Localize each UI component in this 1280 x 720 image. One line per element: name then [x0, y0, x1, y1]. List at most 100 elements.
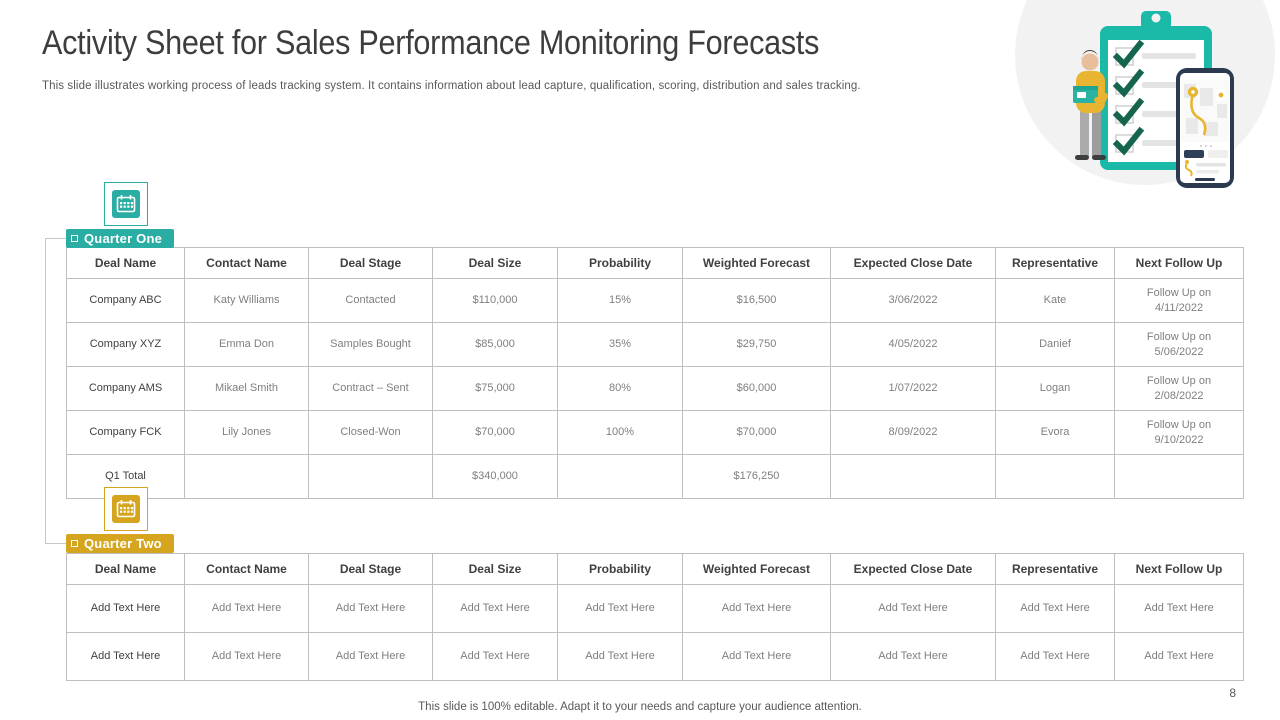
column-header: Probability	[557, 553, 683, 585]
table-cell: $176,250	[682, 454, 831, 499]
table-cell: Kate	[995, 278, 1115, 323]
table-cell: 3/06/2022	[830, 278, 996, 323]
table-cell	[184, 454, 309, 499]
table-cell: $110,000	[432, 278, 558, 323]
table-cell: Evora	[995, 410, 1115, 455]
table-cell	[557, 454, 683, 499]
table-cell: Mikael Smith	[184, 366, 309, 411]
column-header: Contact Name	[184, 247, 309, 279]
calendar-icon	[104, 487, 148, 531]
table-cell: Add Text Here	[830, 584, 996, 633]
quarter-one-badge: Quarter One	[66, 229, 175, 248]
table-cell: Contract – Sent	[308, 366, 433, 411]
table-cell: Follow Up on 4/11/2022	[1114, 278, 1244, 323]
column-header: Representative	[995, 553, 1115, 585]
table-cell: $70,000	[682, 410, 831, 455]
table-cell: Company AMS	[66, 366, 185, 411]
column-header: Contact Name	[184, 553, 309, 585]
table-cell: Emma Don	[184, 322, 309, 367]
table-cell: Add Text Here	[830, 632, 996, 681]
column-header: Representative	[995, 247, 1115, 279]
table-cell: Add Text Here	[432, 584, 558, 633]
calendar-icon	[104, 182, 148, 226]
column-header: Deal Name	[66, 553, 185, 585]
quarter-connector-line	[45, 543, 67, 544]
table-cell: Contacted	[308, 278, 433, 323]
table-cell: Add Text Here	[682, 584, 831, 633]
column-header: Deal Size	[432, 247, 558, 279]
table-cell: Follow Up on 2/08/2022	[1114, 366, 1244, 411]
table-cell: 8/09/2022	[830, 410, 996, 455]
table-cell: $16,500	[682, 278, 831, 323]
table-cell: 35%	[557, 322, 683, 367]
table-cell: Company FCK	[66, 410, 185, 455]
table-cell: Add Text Here	[682, 632, 831, 681]
badge-bullet	[71, 540, 78, 547]
table-row: Add Text Here Add Text Here Add Text Here A…	[66, 584, 1244, 633]
table-cell: 100%	[557, 410, 683, 455]
page-number: 8	[1229, 686, 1236, 700]
table-cell: Add Text Here	[557, 632, 683, 681]
table-cell: Company ABC	[66, 278, 185, 323]
table-row: Company XYZ Emma Don Samples Bought $85,000…	[66, 322, 1244, 367]
table-cell: $85,000	[432, 322, 558, 367]
table-cell: Add Text Here	[66, 632, 185, 681]
table-cell: Closed-Won	[308, 410, 433, 455]
table-cell: 15%	[557, 278, 683, 323]
table-cell: $75,000	[432, 366, 558, 411]
column-header: Deal Name	[66, 247, 185, 279]
table-header-row: Deal Name Contact Name Deal Stage Deal Size…	[66, 247, 1244, 279]
column-header: Deal Stage	[308, 553, 433, 585]
quarter-two-badge: Quarter Two	[66, 534, 174, 553]
column-header: Weighted Forecast	[682, 553, 831, 585]
table-row: Company ABC Katy Williams Contacted $110,00…	[66, 278, 1244, 323]
table-cell: $60,000	[682, 366, 831, 411]
table-cell: $29,750	[682, 322, 831, 367]
table-header-row: Deal Name Contact Name Deal Stage Deal Size…	[66, 553, 1244, 585]
column-header: Probability	[557, 247, 683, 279]
quarter-two-label: Quarter Two	[84, 536, 162, 551]
table-cell: Follow Up on 5/06/2022	[1114, 322, 1244, 367]
page-subtitle: This slide illustrates working process o…	[42, 80, 861, 92]
table-cell: Add Text Here	[184, 584, 309, 633]
table-cell: Danief	[995, 322, 1115, 367]
column-header: Weighted Forecast	[682, 247, 831, 279]
phone-map-icon	[1176, 68, 1234, 188]
table-cell	[995, 454, 1115, 499]
table-row: Company FCK Lily Jones Closed-Won $70,000 10…	[66, 410, 1244, 455]
table-row: Q1 Total $340,000 $176,250	[66, 454, 1244, 499]
table-cell: Add Text Here	[1114, 632, 1244, 681]
table-cell	[308, 454, 433, 499]
person-figure	[1073, 50, 1108, 160]
table-cell: Lily Jones	[184, 410, 309, 455]
quarter-one-table: Deal Name Contact Name Deal Stage Deal Size…	[66, 247, 1244, 499]
table-cell: Katy Williams	[184, 278, 309, 323]
clipboard-icon	[1100, 11, 1212, 170]
table-cell: 1/07/2022	[830, 366, 996, 411]
badge-bullet	[71, 235, 78, 242]
table-cell: Add Text Here	[995, 632, 1115, 681]
column-header: Next Follow Up	[1114, 247, 1244, 279]
table-cell: Samples Bought	[308, 322, 433, 367]
quarter-two-table: Deal Name Contact Name Deal Stage Deal Size…	[66, 553, 1244, 681]
column-header: Expected Close Date	[830, 553, 996, 585]
table-cell: Logan	[995, 366, 1115, 411]
column-header: Deal Stage	[308, 247, 433, 279]
quarter-connector-line	[45, 238, 46, 543]
table-cell: $70,000	[432, 410, 558, 455]
leads-tracking-illustration	[1015, 0, 1275, 188]
table-cell: Add Text Here	[308, 632, 433, 681]
table-cell	[830, 454, 996, 499]
table-row: Add Text Here Add Text Here Add Text Here A…	[66, 632, 1244, 681]
table-cell: Company XYZ	[66, 322, 185, 367]
table-cell	[1114, 454, 1244, 499]
editable-note: This slide is 100% editable. Adapt it to…	[418, 701, 862, 713]
table-cell: 80%	[557, 366, 683, 411]
page-title: Activity Sheet for Sales Performance Mon…	[42, 24, 820, 62]
table-cell: Add Text Here	[995, 584, 1115, 633]
table-cell: Add Text Here	[184, 632, 309, 681]
table-cell: Follow Up on 9/10/2022	[1114, 410, 1244, 455]
table-cell: Add Text Here	[432, 632, 558, 681]
table-cell: $340,000	[432, 454, 558, 499]
